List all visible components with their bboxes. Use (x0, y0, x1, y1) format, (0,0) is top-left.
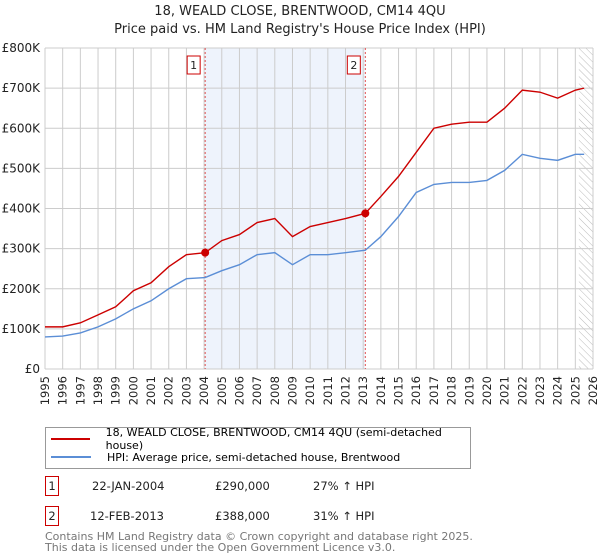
x-tick-label: 2018 (445, 376, 459, 405)
y-tick-label: £200K (2, 282, 42, 296)
footer-copyright: Contains HM Land Registry data © Crown c… (45, 530, 473, 543)
x-tick-label: 2011 (321, 376, 335, 405)
x-tick-label: 2008 (268, 376, 282, 405)
legend-label: 18, WEALD CLOSE, BRENTWOOD, CM14 4QU (se… (105, 426, 442, 452)
sale-row-1: 1 22-JAN-2004 £290,000 27% ↑ HPI (45, 476, 445, 496)
sale-point (361, 209, 370, 218)
x-tick-label: 2001 (144, 376, 158, 405)
chart-title: 18, WEALD CLOSE, BRENTWOOD, CM14 4QU (154, 4, 446, 19)
x-tick-label: 2013 (356, 376, 370, 405)
legend-swatch (51, 456, 91, 458)
sale-hpi: 27% ↑ HPI (313, 479, 375, 493)
legend-item-hpi: HPI: Average price, semi-detached house,… (46, 448, 400, 466)
y-tick-label: £700K (2, 81, 42, 95)
y-tick-label: £0 (25, 362, 40, 376)
x-tick-label: 2006 (232, 376, 246, 405)
y-tick-label: £400K (2, 202, 42, 216)
legend-swatch (51, 438, 90, 440)
x-tick-label: 2004 (197, 376, 211, 405)
sale-price: £290,000 (215, 479, 270, 493)
x-tick-label: 1995 (38, 376, 52, 405)
x-tick-label: 2002 (162, 376, 176, 405)
x-tick-label: 2003 (179, 376, 193, 405)
x-tick-label: 2019 (462, 376, 476, 405)
price-line (45, 87, 585, 328)
x-tick-label: 2016 (409, 376, 423, 405)
x-tick-label: 1996 (56, 376, 70, 405)
x-tick-label: 2026 (586, 376, 600, 405)
plot-area: 1995 1996 1997 1998 1999 2000 2001 2002 2003 2004… (2, 41, 600, 405)
x-tick-label: 2010 (303, 376, 317, 405)
x-tick-label: 2025 (568, 376, 582, 405)
x-tick-label: 2007 (250, 376, 264, 405)
sale-marker-label: 2 (45, 506, 59, 526)
x-tick-label: 2024 (551, 376, 565, 405)
sale-date: 22-JAN-2004 (92, 479, 165, 493)
x-tick-label: 2000 (126, 376, 140, 405)
x-tick-label: 1999 (109, 376, 123, 405)
x-tick-label: 1997 (73, 376, 87, 405)
sale-label-box (186, 55, 201, 75)
footer-licence: This data is licensed under the Open Gov… (45, 541, 396, 554)
x-tick-label: 2015 (392, 376, 406, 405)
chart-subtitle: Price paid vs. HM Land Registry's House … (114, 22, 486, 37)
sale-label: 1 (190, 59, 197, 72)
hpi-line (44, 153, 585, 338)
sale-label-box (346, 55, 361, 75)
y-tick-label: £100K (2, 322, 42, 336)
legend: 18, WEALD CLOSE, BRENTWOOD, CM14 4QU (se… (45, 426, 471, 469)
y-tick-label: £500K (2, 161, 42, 175)
legend-label: HPI: Average price, semi-detached house,… (107, 450, 401, 464)
x-tick-label: 2005 (215, 376, 229, 405)
x-tick-label: 2017 (427, 376, 441, 405)
x-tick-label: 2020 (480, 376, 494, 405)
x-tick-label: 2021 (498, 376, 512, 405)
sale-hpi: 31% ↑ HPI (313, 509, 375, 523)
sale-date: 12-FEB-2013 (90, 509, 164, 523)
x-tick-label: 2022 (515, 376, 529, 405)
y-tick-label: £600K (2, 121, 42, 135)
sale-marker-label: 1 (45, 476, 59, 496)
x-tick-label: 1998 (91, 376, 105, 405)
x-tick-label: 2014 (374, 376, 388, 405)
x-tick-label: 2009 (285, 376, 299, 405)
y-tick-label: £800K (2, 41, 42, 55)
x-tick-label: 2023 (533, 376, 547, 405)
x-tick-label: 2012 (339, 376, 353, 405)
sale-row-2: 2 12-FEB-2013 £388,000 31% ↑ HPI (45, 506, 445, 526)
sale-label: 2 (350, 59, 357, 72)
y-tick-label: £300K (2, 242, 42, 256)
footer: Contains HM Land Registry data © Crown c… (45, 531, 473, 553)
sale-point (201, 248, 210, 257)
sale-price: £388,000 (215, 509, 270, 523)
legend-item-property: 18, WEALD CLOSE, BRENTWOOD, CM14 4QU (se… (46, 426, 470, 452)
